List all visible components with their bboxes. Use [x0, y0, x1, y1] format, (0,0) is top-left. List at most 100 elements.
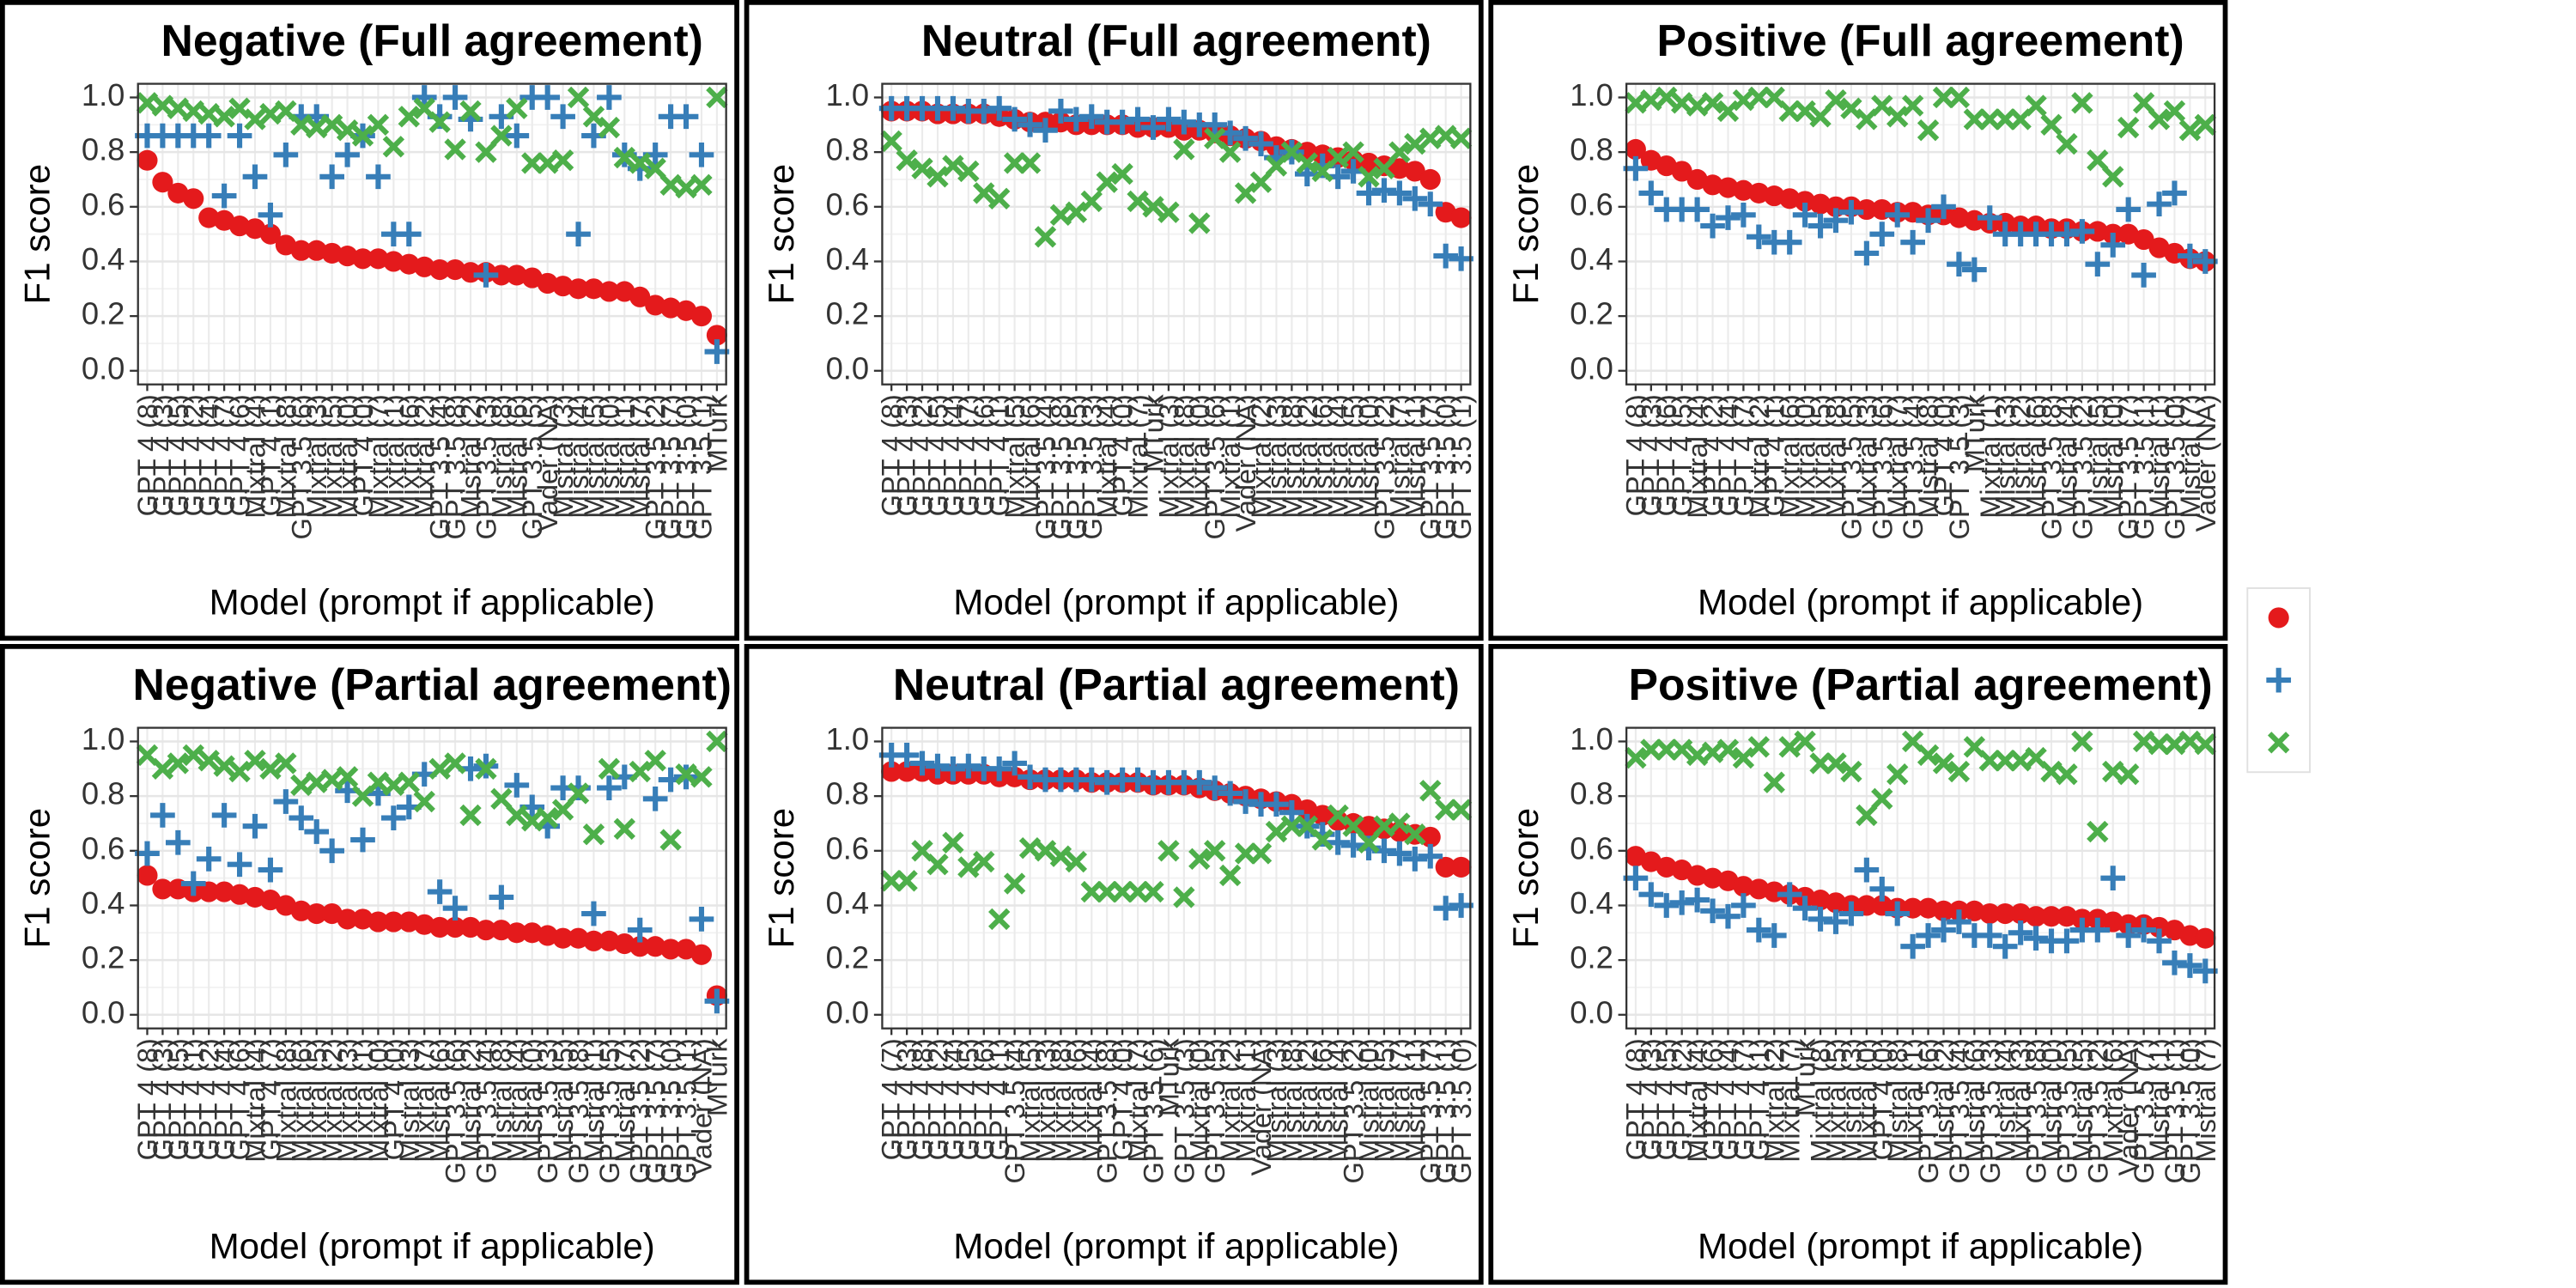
point [1018, 836, 1042, 860]
point [1886, 106, 1909, 128]
point [1388, 812, 1411, 835]
x-tick-label: GPT 4 (2) [908, 394, 939, 516]
point [1716, 100, 1740, 123]
point [367, 113, 390, 137]
y-tick-label: 0.0 [1570, 350, 1613, 386]
x-tick-label: GPT 4 (5) [163, 394, 194, 516]
point [537, 925, 558, 946]
point [135, 841, 160, 866]
x-tick-label: Mixtral (1) [1215, 394, 1246, 519]
point [167, 752, 190, 775]
point [880, 130, 902, 153]
x-tick-label: GPT 3.5 (2) [1339, 1038, 1370, 1183]
point [1869, 877, 1895, 902]
point [273, 789, 299, 814]
point [1840, 760, 1862, 783]
x-tick-label: GPT 3.5 (5) [594, 1038, 625, 1183]
point [1838, 199, 1864, 225]
point [429, 258, 451, 281]
point [211, 183, 237, 209]
y-tick-label: 0.4 [82, 241, 125, 276]
point [398, 911, 420, 933]
point [414, 256, 435, 277]
x-tick-label: GPT 3.5 (6) [440, 1038, 471, 1183]
point [1746, 917, 1771, 943]
point [1018, 764, 1042, 790]
point [1342, 141, 1364, 163]
point [1388, 158, 1410, 179]
point [398, 253, 420, 275]
point [2178, 730, 2202, 753]
point [428, 111, 451, 133]
x-axis-title: Model (prompt if applicable) [1698, 582, 2143, 623]
x-tick-label: MTurk [702, 393, 732, 472]
y-tick-label: 0.6 [1570, 186, 1613, 222]
x-tick-label: Mistral (7) [1384, 1038, 1415, 1163]
x-tick-label: MTurk [1138, 393, 1169, 472]
point [673, 104, 699, 130]
point [228, 97, 251, 119]
x-tick-label: Mixtral (0) [1184, 1038, 1215, 1163]
panel-border [0, 0, 739, 641]
x-tick-label: MTurk [1790, 1037, 1821, 1116]
point [927, 854, 949, 876]
point [229, 884, 251, 905]
x-tick-label: Mistral (8) [1277, 1038, 1308, 1163]
point [881, 761, 902, 782]
point [352, 248, 374, 270]
point [567, 86, 590, 109]
point [1638, 180, 1664, 206]
legend-symbol [2268, 732, 2290, 754]
point [1204, 840, 1226, 862]
x-tick-label: GPT 3.5 (1) [1446, 394, 1477, 539]
point [706, 86, 728, 109]
point [214, 881, 235, 902]
point [2100, 866, 2126, 890]
point [1763, 771, 1785, 793]
point [2040, 906, 2063, 927]
x-tick-label: Mistral (2) [1929, 1038, 1959, 1163]
point [896, 761, 918, 782]
x-tick-label: Mistral (2) [455, 394, 486, 519]
point [1917, 897, 1939, 919]
x-tick-label: GPT 3.5 (5) [1061, 394, 1092, 539]
x-tick-label: Mixtral (7) [1882, 394, 1913, 519]
point [1778, 736, 1801, 758]
point [552, 927, 574, 949]
x-tick-label: Mixtral (3) [332, 1038, 363, 1163]
point [1732, 746, 1755, 769]
point [660, 939, 682, 960]
point [1404, 161, 1425, 182]
x-tick-label: Mixtral (2) [1215, 1038, 1246, 1163]
x-tick-label: GPT 4 (6) [225, 394, 256, 516]
x-tick-label: GPT 4 (5) [163, 1038, 194, 1160]
point [2194, 113, 2217, 137]
x-tick-label: GPT 4 (6) [969, 1038, 999, 1160]
point [1387, 841, 1413, 866]
x-tick-label: GPT 3.5 (0) [656, 1038, 687, 1183]
point [167, 97, 190, 119]
x-tick-label: GPT 3.5 (5) [517, 394, 548, 539]
point [1856, 804, 1878, 827]
y-tick-label: 0.8 [82, 132, 125, 167]
point [1779, 188, 1801, 210]
point [659, 173, 682, 197]
point [1202, 112, 1228, 137]
x-tick-label: GPT 3.5 (3) [1077, 394, 1108, 539]
point [475, 141, 497, 163]
x-tick-label: Mistral (3) [1836, 1038, 1867, 1163]
point [613, 817, 636, 841]
x-tick-label: GPT 3.5 (7) [2113, 394, 2144, 539]
x-tick-label: Mixtral (8) [270, 394, 301, 519]
point [1449, 799, 1473, 821]
point [689, 142, 714, 167]
point [1419, 168, 1441, 191]
point [550, 104, 575, 130]
point [690, 766, 713, 788]
point [1434, 125, 1457, 147]
point [1279, 799, 1304, 825]
x-tick-label: Mistral (6) [1308, 394, 1339, 519]
point [704, 339, 730, 364]
x-tick-label: GPT 3.5 (8) [563, 1038, 594, 1183]
y-tick-label: 0.2 [826, 940, 870, 975]
